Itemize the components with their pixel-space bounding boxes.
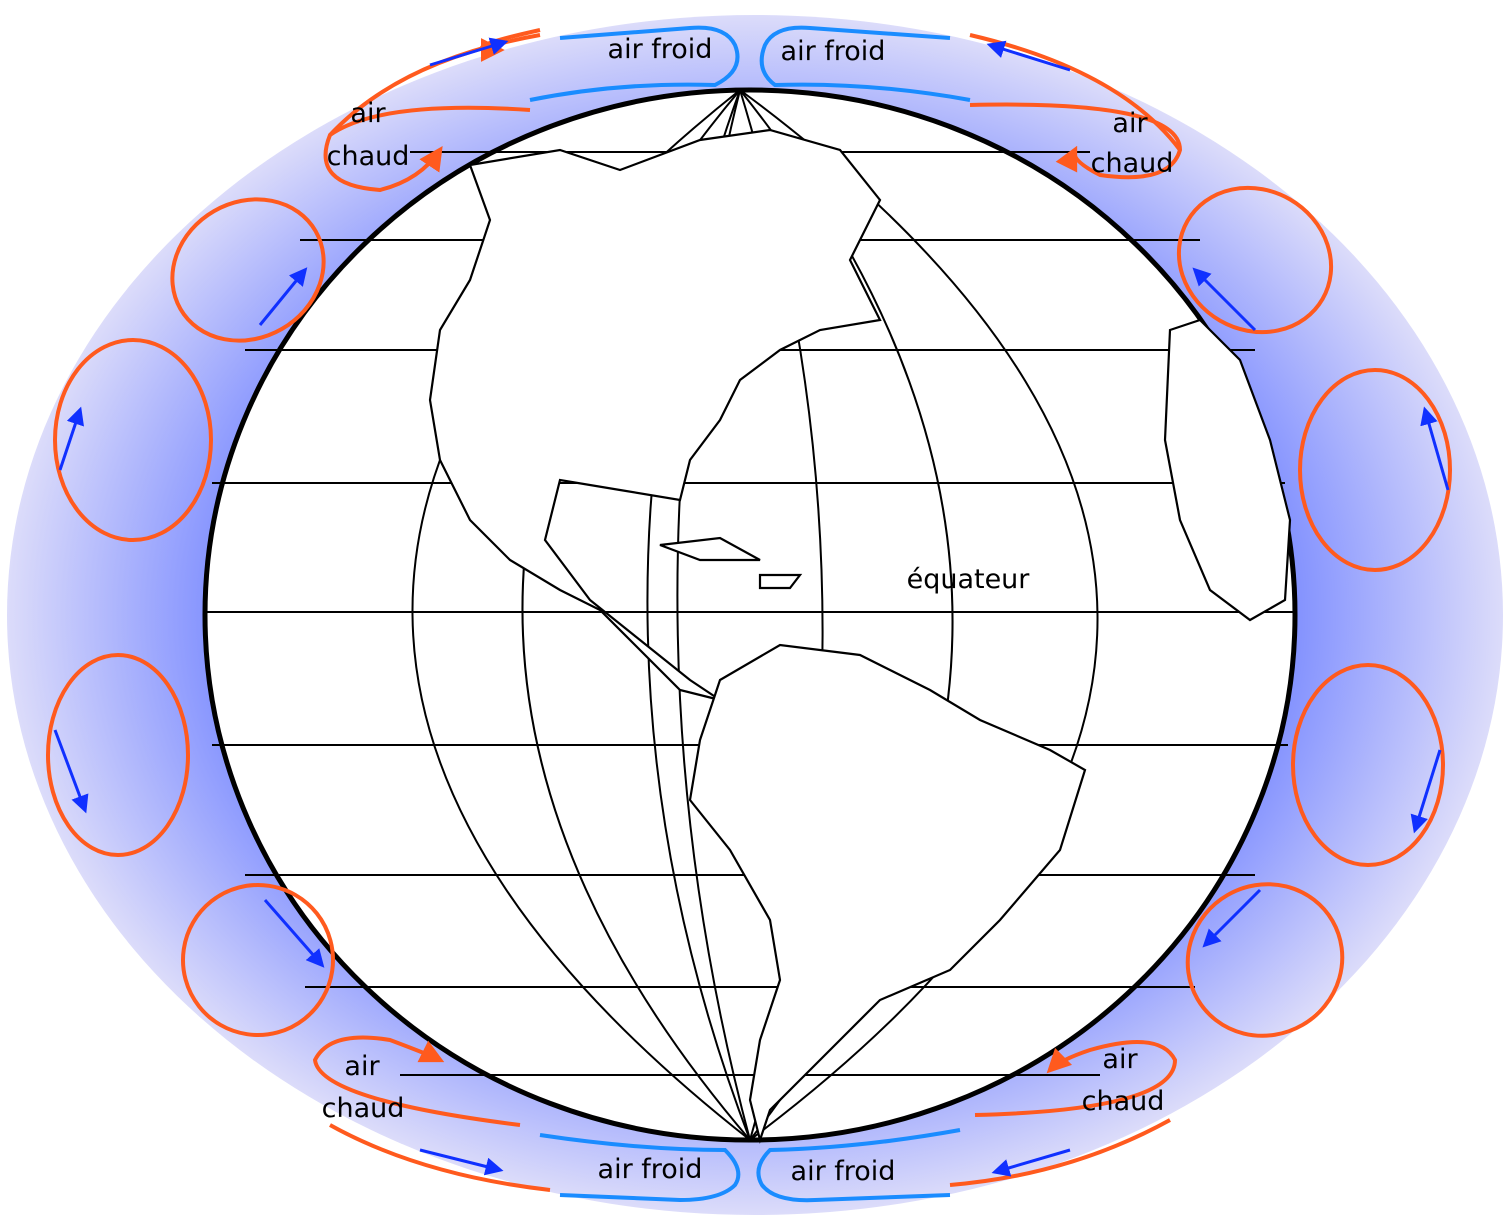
cold-channel [759, 25, 971, 102]
labels: air froid air froid air froid air froid … [322, 34, 1174, 1187]
globe [202, 87, 1298, 1144]
loop [974, 1040, 1178, 1117]
cold-channel [539, 1133, 741, 1203]
arrow [429, 37, 509, 67]
flow-arrows [53, 37, 1450, 1177]
south-america [688, 643, 1087, 1144]
north-america [428, 128, 882, 702]
arrow [53, 729, 89, 814]
caribbean [659, 536, 803, 590]
arrow [263, 899, 325, 968]
arrow [986, 40, 1071, 72]
loop [1176, 185, 1334, 335]
warm-air-label: air [1102, 1044, 1138, 1075]
warm-air-label: air [350, 98, 386, 129]
circulation-loops [46, 28, 1452, 1192]
loop [949, 1118, 1171, 1187]
loop [969, 102, 1183, 180]
cold-air-label: air froid [598, 1154, 703, 1185]
arrow [419, 1148, 504, 1176]
arrow [1202, 888, 1262, 948]
arrow [58, 406, 84, 471]
arrow [1420, 406, 1450, 491]
loop [312, 1035, 521, 1127]
loop [180, 883, 335, 1037]
cold-channel [756, 1128, 961, 1203]
loop [329, 1123, 551, 1192]
arrow [1192, 267, 1257, 332]
arrow [991, 1148, 1071, 1177]
warm-air-label: chaud [1082, 1086, 1165, 1117]
warm-air-label: air [1112, 108, 1148, 139]
warm-air-label: chaud [1091, 148, 1174, 179]
loop [1291, 663, 1445, 867]
africa [1163, 318, 1292, 622]
cold-air-label: air froid [608, 34, 713, 65]
cold-channel [529, 25, 740, 102]
cold-channels [529, 25, 971, 1203]
loop [170, 197, 326, 343]
loop [323, 105, 531, 193]
cold-air-label: air froid [781, 36, 886, 67]
cold-air-label: air froid [791, 1156, 896, 1187]
warm-air-label: air [344, 1051, 380, 1082]
arrow [1410, 749, 1442, 834]
loop [46, 653, 190, 857]
loop [1185, 882, 1345, 1038]
equator-label: équateur [907, 564, 1031, 595]
arrow [258, 267, 308, 326]
warm-air-label: chaud [322, 1093, 405, 1124]
warm-air-label: chaud [327, 141, 410, 172]
loop [53, 338, 213, 542]
loop [1298, 368, 1452, 572]
